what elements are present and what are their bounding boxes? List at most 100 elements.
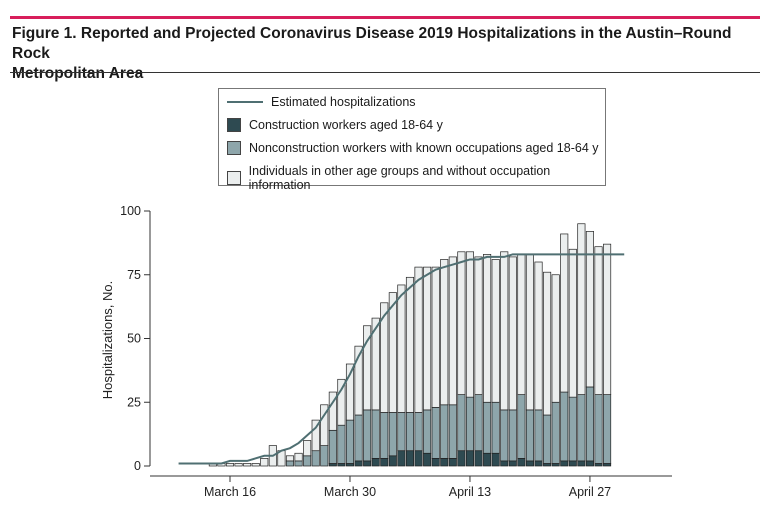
- bar-segment-other: [474, 256, 483, 395]
- bar-segment-other: [491, 259, 500, 403]
- legend-label-construction: Construction workers aged 18-64 y: [249, 118, 443, 132]
- bar-segment-construction: [337, 463, 346, 467]
- bar-segment-other: [568, 248, 577, 398]
- bar-segment-construction: [371, 458, 380, 467]
- bar-segment-nonconstruction: [371, 409, 380, 459]
- bar-segment-construction: [448, 458, 457, 467]
- bar-segment-construction: [560, 460, 569, 467]
- bar-segment-construction: [457, 450, 466, 467]
- bar-segment-nonconstruction: [397, 412, 406, 452]
- bar-segment-construction: [483, 452, 492, 467]
- x-tick-label: March 30: [324, 485, 376, 499]
- bar-segment-other: [371, 317, 380, 411]
- bar-segment-other: [448, 256, 457, 406]
- bar-segment-construction: [328, 463, 337, 467]
- x-tick-label: April 27: [569, 485, 611, 499]
- bar-segment-other: [234, 463, 243, 467]
- bar-segment-nonconstruction: [525, 409, 534, 462]
- bar-segment-other: [320, 404, 329, 446]
- bar-segment-other: [311, 419, 320, 452]
- bar-segment-nonconstruction: [448, 404, 457, 459]
- bar-segment-other: [560, 233, 569, 393]
- bar-segment-construction: [474, 450, 483, 467]
- bar-segment-other: [380, 302, 389, 413]
- bar-segment-nonconstruction: [577, 394, 586, 462]
- bar-segment-other: [243, 463, 252, 467]
- bar-segment-other: [517, 254, 526, 395]
- axes-group: 0 25 50 75 100 March 16 March 30 April 13 April …: [120, 204, 672, 499]
- x-tick-label: March 16: [204, 485, 256, 499]
- bar-segment-other: [354, 345, 363, 416]
- bar-segment-other: [585, 231, 594, 388]
- bar-segment-nonconstruction: [491, 401, 500, 454]
- legend-swatch-nonconstruction: [227, 141, 241, 155]
- bar-segment-other: [363, 325, 372, 411]
- bar-segment-nonconstruction: [423, 409, 432, 454]
- bar-segment-other: [534, 261, 543, 411]
- estimated-hospitalizations-line: [178, 253, 625, 465]
- bar-segment-construction: [594, 463, 603, 467]
- bar-segment-construction: [440, 458, 449, 467]
- bar-segment-other: [405, 276, 415, 413]
- legend-label-estimate: Estimated hospitalizations: [271, 95, 416, 109]
- bar-segment-nonconstruction: [543, 414, 552, 464]
- bar-segment-construction: [525, 460, 534, 467]
- bar-segment-other: [431, 266, 440, 408]
- bar-segment-nonconstruction: [337, 424, 346, 464]
- bar-segment-construction: [551, 463, 560, 467]
- y-axis-label: Hospitalizations, No.: [100, 281, 115, 400]
- bar-segment-nonconstruction: [568, 396, 577, 462]
- bar-segment-other: [594, 246, 603, 395]
- legend-item-construction: Construction workers aged 18-64 y: [227, 118, 443, 132]
- bar-segment-construction: [354, 460, 363, 467]
- legend-item-other: Individuals in other age groups and with…: [227, 164, 605, 192]
- bar-segment-other: [251, 463, 260, 467]
- bar-segment-nonconstruction: [328, 429, 337, 464]
- bar-segment-construction: [380, 458, 389, 467]
- bar-segment-nonconstruction: [354, 414, 363, 462]
- bar-segment-nonconstruction: [474, 394, 483, 452]
- legend-swatch-construction: [227, 118, 241, 132]
- bar-segment-nonconstruction: [440, 404, 449, 459]
- bar-segment-nonconstruction: [594, 394, 603, 464]
- y-tick-label: 75: [127, 268, 141, 282]
- bar-segment-other: [423, 266, 432, 411]
- figure-title-line2: Metropolitan Area: [12, 65, 144, 82]
- bar-segment-construction: [423, 452, 432, 467]
- bar-segment-construction: [397, 450, 406, 467]
- bar-segment-construction: [414, 450, 423, 467]
- legend-label-other: Individuals in other age groups and with…: [248, 164, 551, 192]
- bar-segment-nonconstruction: [303, 455, 312, 467]
- bar-segment-construction: [585, 460, 594, 467]
- bar-segment-construction: [517, 458, 526, 467]
- bar-segment-nonconstruction: [363, 409, 372, 462]
- bar-segment-nonconstruction: [603, 394, 612, 464]
- y-tick-label: 50: [127, 332, 141, 346]
- bar-segment-other: [440, 259, 449, 406]
- chart-legend: Estimated hospitalizations Construction …: [218, 88, 606, 192]
- bar-segment-nonconstruction: [500, 409, 509, 462]
- y-tick-label: 25: [127, 395, 141, 409]
- bar-segment-construction: [500, 460, 509, 467]
- bar-segment-nonconstruction: [345, 419, 355, 464]
- x-tick-label: April 13: [449, 485, 491, 499]
- bar-segment-nonconstruction: [380, 412, 389, 459]
- bar-segment-construction: [508, 460, 517, 467]
- bar-segment-nonconstruction: [585, 386, 594, 462]
- bar-segment-other: [388, 292, 397, 413]
- legend-label-nonconstruction: Nonconstruction workers with known occup…: [249, 141, 599, 155]
- bar-segment-nonconstruction: [551, 401, 560, 464]
- bar-segment-nonconstruction: [285, 460, 295, 467]
- legend-line-swatch: [227, 101, 263, 103]
- bar-segment-other: [525, 254, 534, 411]
- bar-segment-construction: [568, 460, 577, 467]
- bar-segment-other: [483, 254, 492, 403]
- y-tick-label: 100: [120, 204, 141, 218]
- bar-segment-construction: [345, 463, 355, 467]
- bar-segment-other: [465, 251, 474, 398]
- bar-segment-nonconstruction: [517, 394, 526, 459]
- bar-segment-nonconstruction: [534, 409, 543, 462]
- bar-segment-other: [551, 274, 560, 403]
- legend-swatch-other: [227, 171, 241, 185]
- bar-segment-nonconstruction: [465, 396, 474, 452]
